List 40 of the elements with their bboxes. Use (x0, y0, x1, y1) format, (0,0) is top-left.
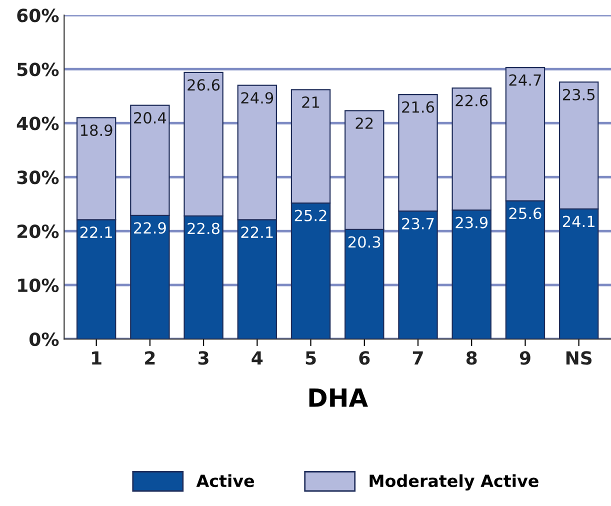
data-label: 22.8 (188, 222, 220, 234)
data-label: 23.7 (402, 218, 434, 230)
data-label: 20.4 (134, 112, 166, 124)
data-label: 22.9 (134, 222, 166, 234)
x-tick-label: 5 (306, 351, 316, 365)
data-label: 18.9 (80, 124, 112, 136)
x-tick-label: 8 (466, 351, 477, 365)
x-tick-label: 3 (198, 351, 208, 365)
y-tick-label: 0% (30, 332, 59, 346)
y-tick-label: 20% (18, 224, 59, 238)
data-label: 22 (356, 117, 373, 129)
y-tick-label: 30% (17, 170, 59, 184)
data-label: 25.6 (509, 208, 542, 220)
data-label: 22.1 (241, 226, 273, 238)
data-label: 21 (302, 96, 320, 108)
data-label: 20.3 (348, 236, 380, 248)
data-label: 23.5 (562, 88, 595, 100)
y-tick-label: 50% (17, 62, 59, 76)
x-tick-label: 2 (145, 351, 155, 365)
x-tick-label: 7 (412, 351, 423, 365)
x-tick-label: 9 (520, 351, 530, 365)
data-label: 25.2 (294, 210, 326, 222)
x-tick-label: 4 (252, 351, 263, 365)
data-label: 22.6 (456, 94, 488, 106)
data-label: 23.9 (456, 216, 488, 228)
x-tick-label: NS (566, 351, 592, 365)
data-label: 24.9 (241, 92, 274, 104)
data-label: 24.1 (562, 216, 594, 228)
data-label: 21.6 (402, 101, 434, 113)
x-tick-label: 1 (92, 351, 102, 365)
legend-label: Active (196, 474, 254, 488)
y-tick-label: 10% (18, 278, 59, 292)
x-tick-label: 6 (359, 351, 370, 365)
data-label: 24.7 (509, 74, 541, 86)
y-tick-label: 60% (17, 8, 59, 22)
data-label: 22.1 (80, 226, 112, 238)
x-axis-title: DHA (309, 388, 368, 407)
y-tick-label: 40% (16, 116, 59, 130)
data-label: 26.6 (188, 79, 220, 91)
legend-label: Moderately Active (370, 474, 538, 491)
